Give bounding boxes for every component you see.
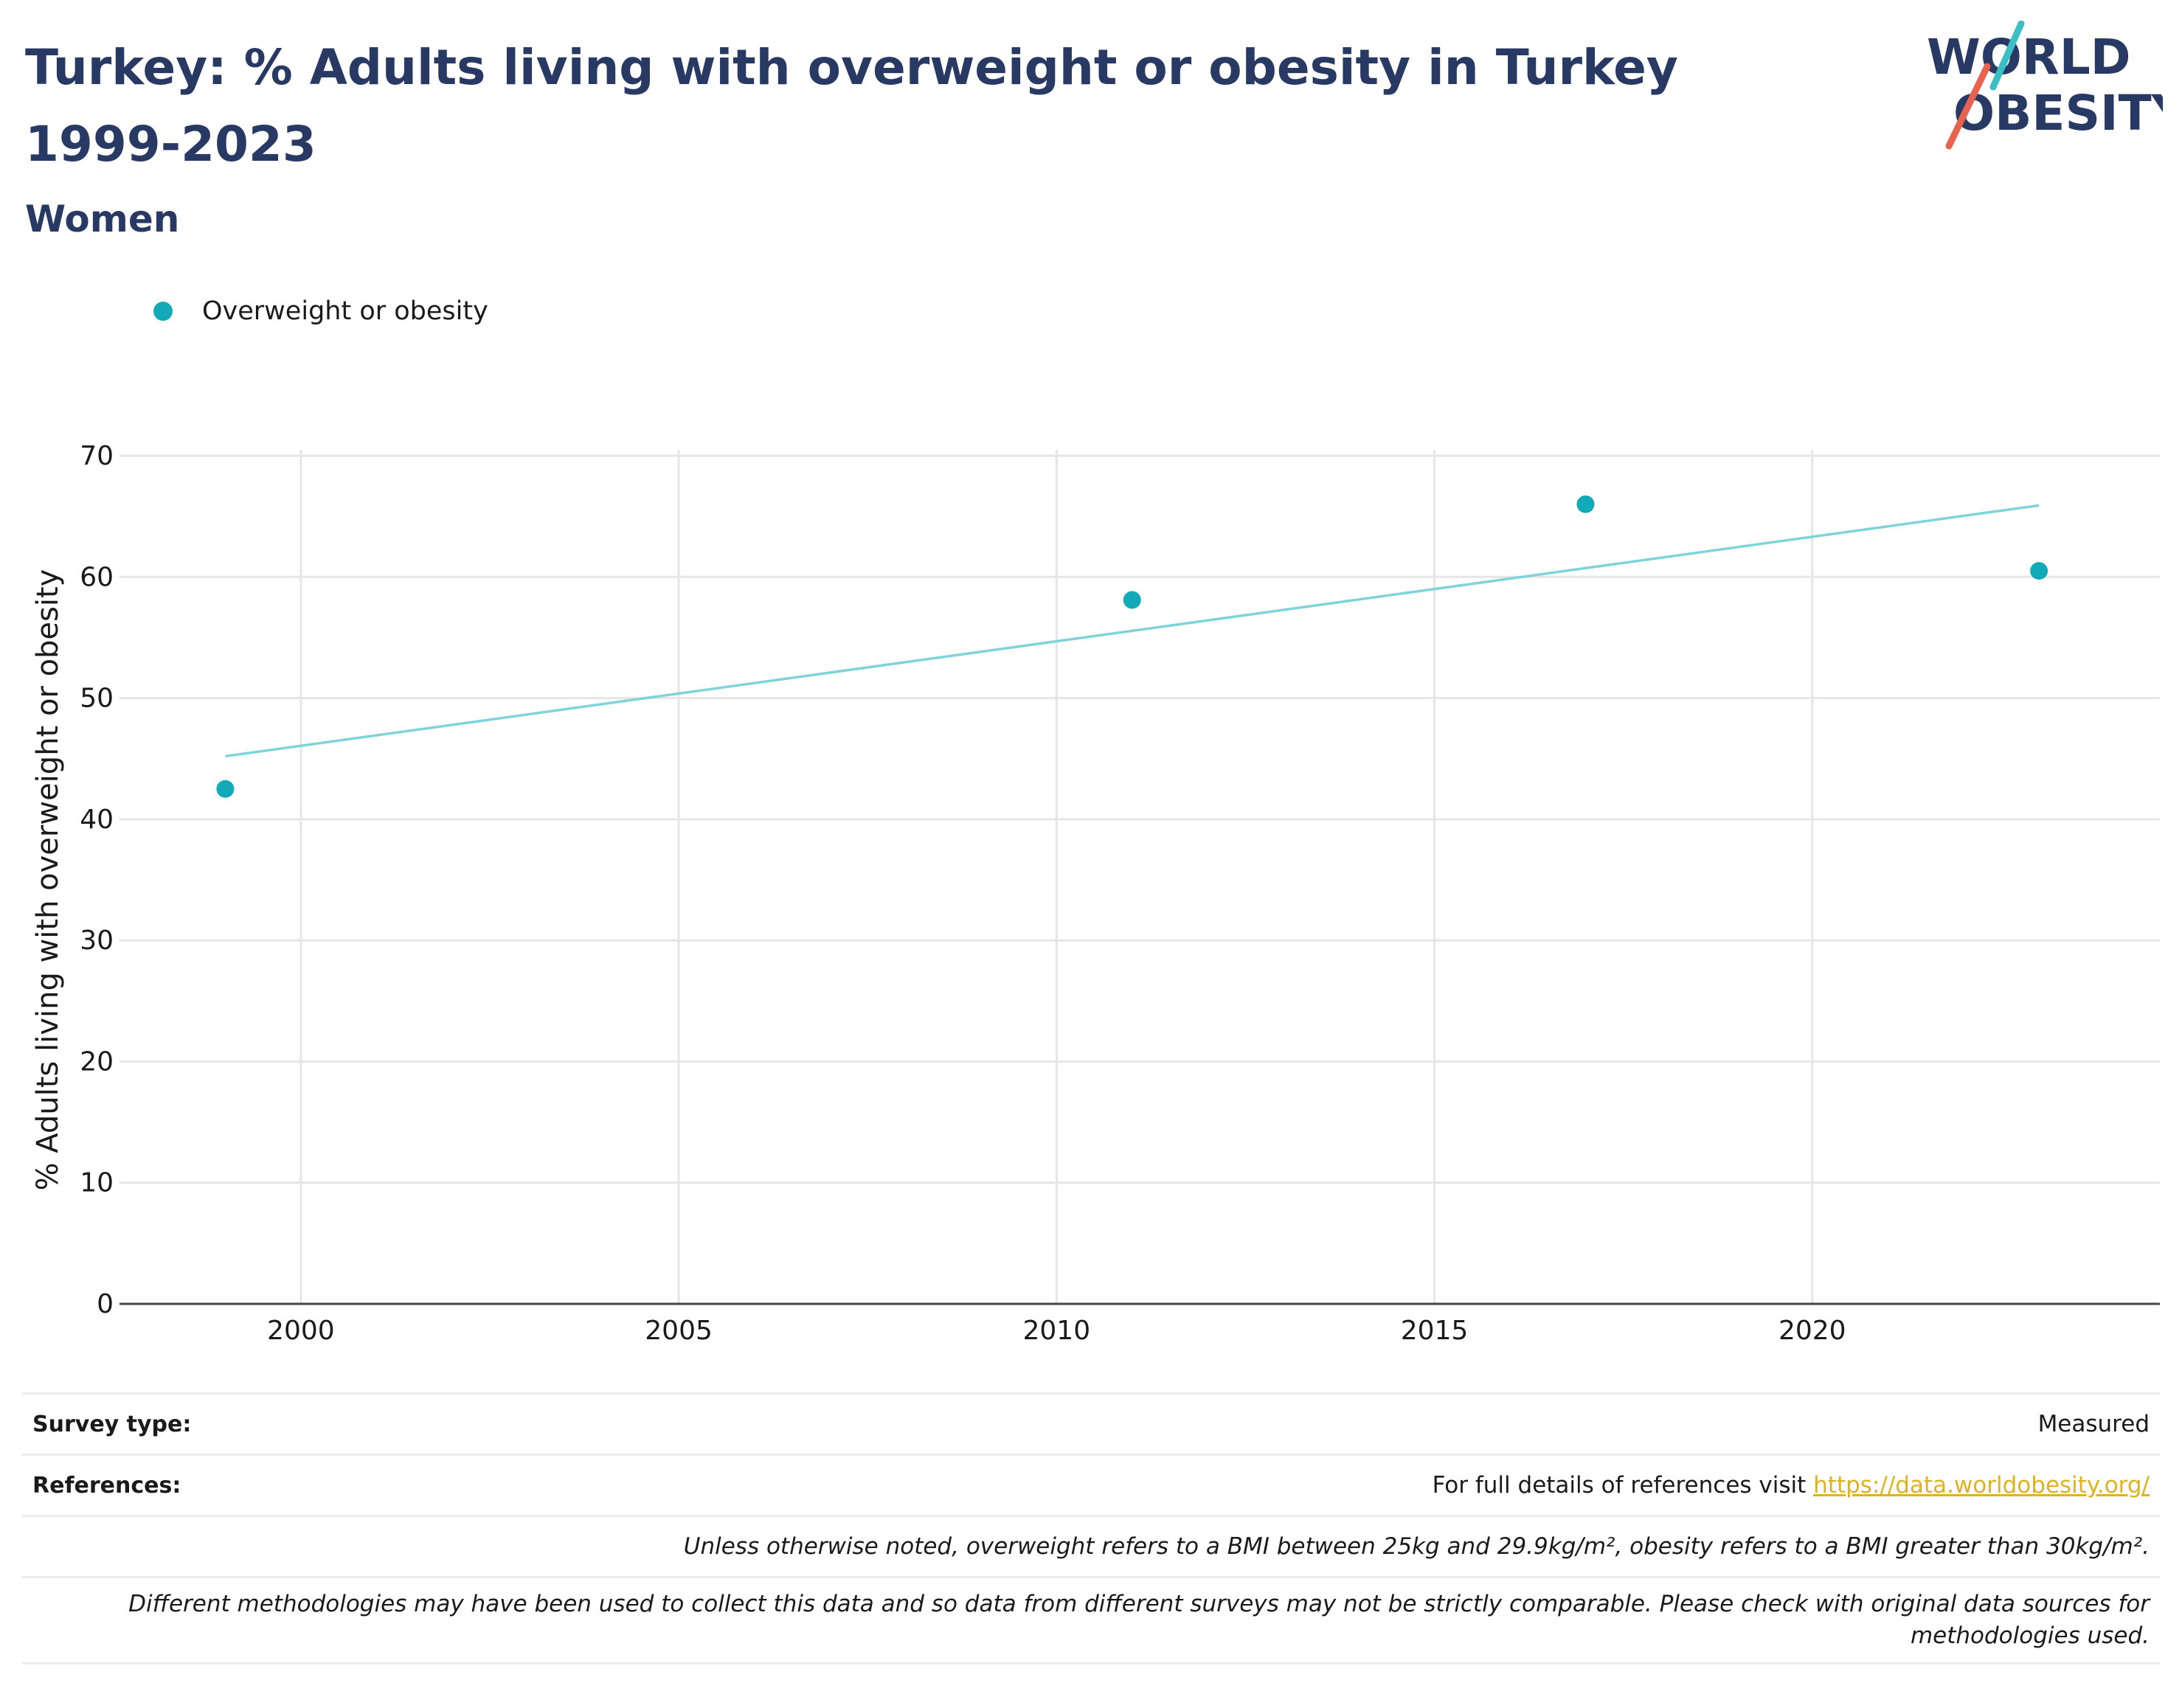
data-point xyxy=(1123,591,1141,609)
survey-type-row: Survey type: Measured xyxy=(22,1392,2160,1454)
scatter-chart: 0 10 20 30 40 50 60 70 2000 2005 2010 2015 2020 % Adu… xyxy=(31,441,2160,1346)
references-text: For full details of references visit xyxy=(1432,1472,1814,1499)
references-text-wrapper: For full details of references visit htt… xyxy=(1433,1472,2150,1499)
chart-title: Turkey: % Adults living with overweight … xyxy=(25,39,1678,173)
survey-type-value: Measured xyxy=(2037,1411,2150,1437)
references-label: References: xyxy=(32,1472,181,1499)
legend-label: Overweight or obesity xyxy=(202,296,488,326)
data-point xyxy=(216,780,235,798)
bmi-note: Unless otherwise noted, overweight refer… xyxy=(683,1532,2150,1560)
x-tick-label: 2015 xyxy=(1401,1316,1469,1346)
references-link[interactable]: https://data.worldobesity.org/ xyxy=(1813,1472,2150,1499)
data-point xyxy=(1576,495,1595,513)
y-tick-label: 50 xyxy=(80,684,114,714)
y-tick-label: 70 xyxy=(80,441,114,471)
y-axis-title: % Adults living with overweight or obesi… xyxy=(31,569,65,1191)
chart-subtitle: Women xyxy=(25,198,180,240)
y-tick-label: 60 xyxy=(80,562,114,592)
y-tick-label: 20 xyxy=(80,1046,114,1077)
methods-note: Different methodologies may have been us… xyxy=(128,1591,2150,1649)
y-tick-label: 40 xyxy=(80,805,114,835)
y-tick-label: 0 xyxy=(97,1289,114,1319)
y-tick-label: 30 xyxy=(80,926,114,956)
survey-type-label: Survey type: xyxy=(32,1411,192,1437)
logo-text-line2: OBESITY xyxy=(1953,85,2163,142)
logo-text-line1: WORLD xyxy=(1927,29,2131,86)
references-row: References: For full details of referenc… xyxy=(22,1454,2160,1515)
methods-note-row: Different methodologies may have been us… xyxy=(22,1576,2160,1664)
trend-line xyxy=(225,504,2040,758)
legend-marker xyxy=(153,302,173,321)
x-tick-label: 2020 xyxy=(1778,1316,1846,1346)
data-point xyxy=(2030,562,2048,580)
x-tick-label: 2005 xyxy=(645,1316,713,1346)
world-obesity-logo: WORLD OBESITY xyxy=(1927,20,2182,153)
chart-legend: Overweight or obesity xyxy=(153,296,488,326)
chart-footer: Survey type: Measured References: For fu… xyxy=(22,1392,2160,1664)
x-tick-label: 2000 xyxy=(267,1316,335,1346)
y-tick-label: 10 xyxy=(80,1168,114,1198)
bmi-note-row: Unless otherwise noted, overweight refer… xyxy=(22,1515,2160,1576)
x-tick-label: 2010 xyxy=(1022,1316,1090,1346)
